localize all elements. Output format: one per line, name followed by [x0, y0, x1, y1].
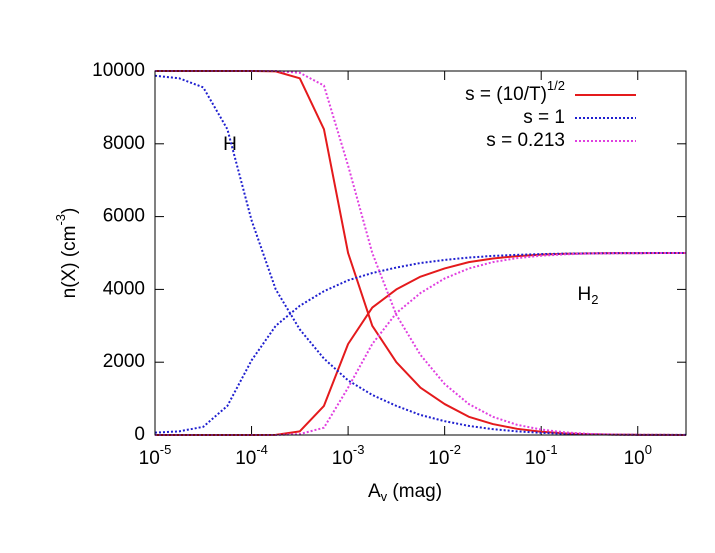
x-tick-exponent: -5	[160, 442, 172, 457]
line	[155, 252, 687, 436]
x-tick-base: 10	[235, 448, 256, 469]
y-tick-label: 0	[134, 424, 145, 445]
y-tick-label: 10000	[92, 60, 145, 81]
x-tick-base: 10	[428, 448, 449, 469]
x-label-sub: v	[381, 489, 388, 504]
line	[155, 252, 687, 436]
x-tick-base: 10	[332, 448, 353, 469]
x-tick-base: 10	[624, 448, 645, 469]
x-label-rest: (mag)	[387, 481, 442, 502]
legend-name: s = (10/T)	[465, 84, 547, 105]
x-tick-label: 10-4	[235, 442, 268, 469]
annotation: H	[223, 134, 237, 155]
x-tick-label: 10-3	[332, 442, 365, 469]
annotation: H2	[578, 284, 599, 307]
annotation-sub: 2	[591, 292, 598, 307]
x-tick-exponent: -1	[546, 442, 558, 457]
x-tick-exponent: -3	[353, 442, 365, 457]
y-axis-label: n(X) (cm-3)	[53, 208, 80, 299]
legend-name: s = 0.213	[486, 130, 565, 151]
x-tick-label: 10-2	[428, 442, 461, 469]
legend-sup: 1/2	[547, 78, 565, 93]
x-tick-label: 10-5	[139, 442, 172, 469]
x-axis-label: Av (mag)	[368, 481, 442, 504]
legend-label: s = (10/T)1/2	[465, 78, 565, 105]
legend-label: s = 1	[523, 107, 565, 128]
y-tick-label: 6000	[103, 206, 145, 227]
x-tick-exponent: -4	[256, 442, 268, 457]
x-tick-label: 10-1	[525, 442, 558, 469]
y-label-rest: )	[59, 208, 80, 214]
legend-name: s = 1	[523, 107, 565, 128]
x-tick-base: 10	[139, 448, 160, 469]
line	[154, 74, 687, 436]
annotation-text: H	[578, 284, 592, 305]
y-tick-label: 4000	[103, 278, 145, 299]
y-label-sup: -3	[53, 214, 68, 226]
x-tick-exponent: -2	[449, 442, 461, 457]
y-label-text: n(X) (cm	[59, 226, 80, 299]
x-label-text: A	[368, 481, 381, 502]
plot-frame	[154, 70, 687, 436]
y-tick-label: 8000	[103, 133, 145, 154]
line	[154, 252, 686, 434]
x-tick-label: 100	[624, 442, 652, 469]
x-tick-base: 10	[525, 448, 546, 469]
y-tick-label: 2000	[103, 351, 145, 372]
legend-label: s = 0.213	[486, 130, 565, 151]
x-tick-exponent: 0	[645, 442, 652, 457]
